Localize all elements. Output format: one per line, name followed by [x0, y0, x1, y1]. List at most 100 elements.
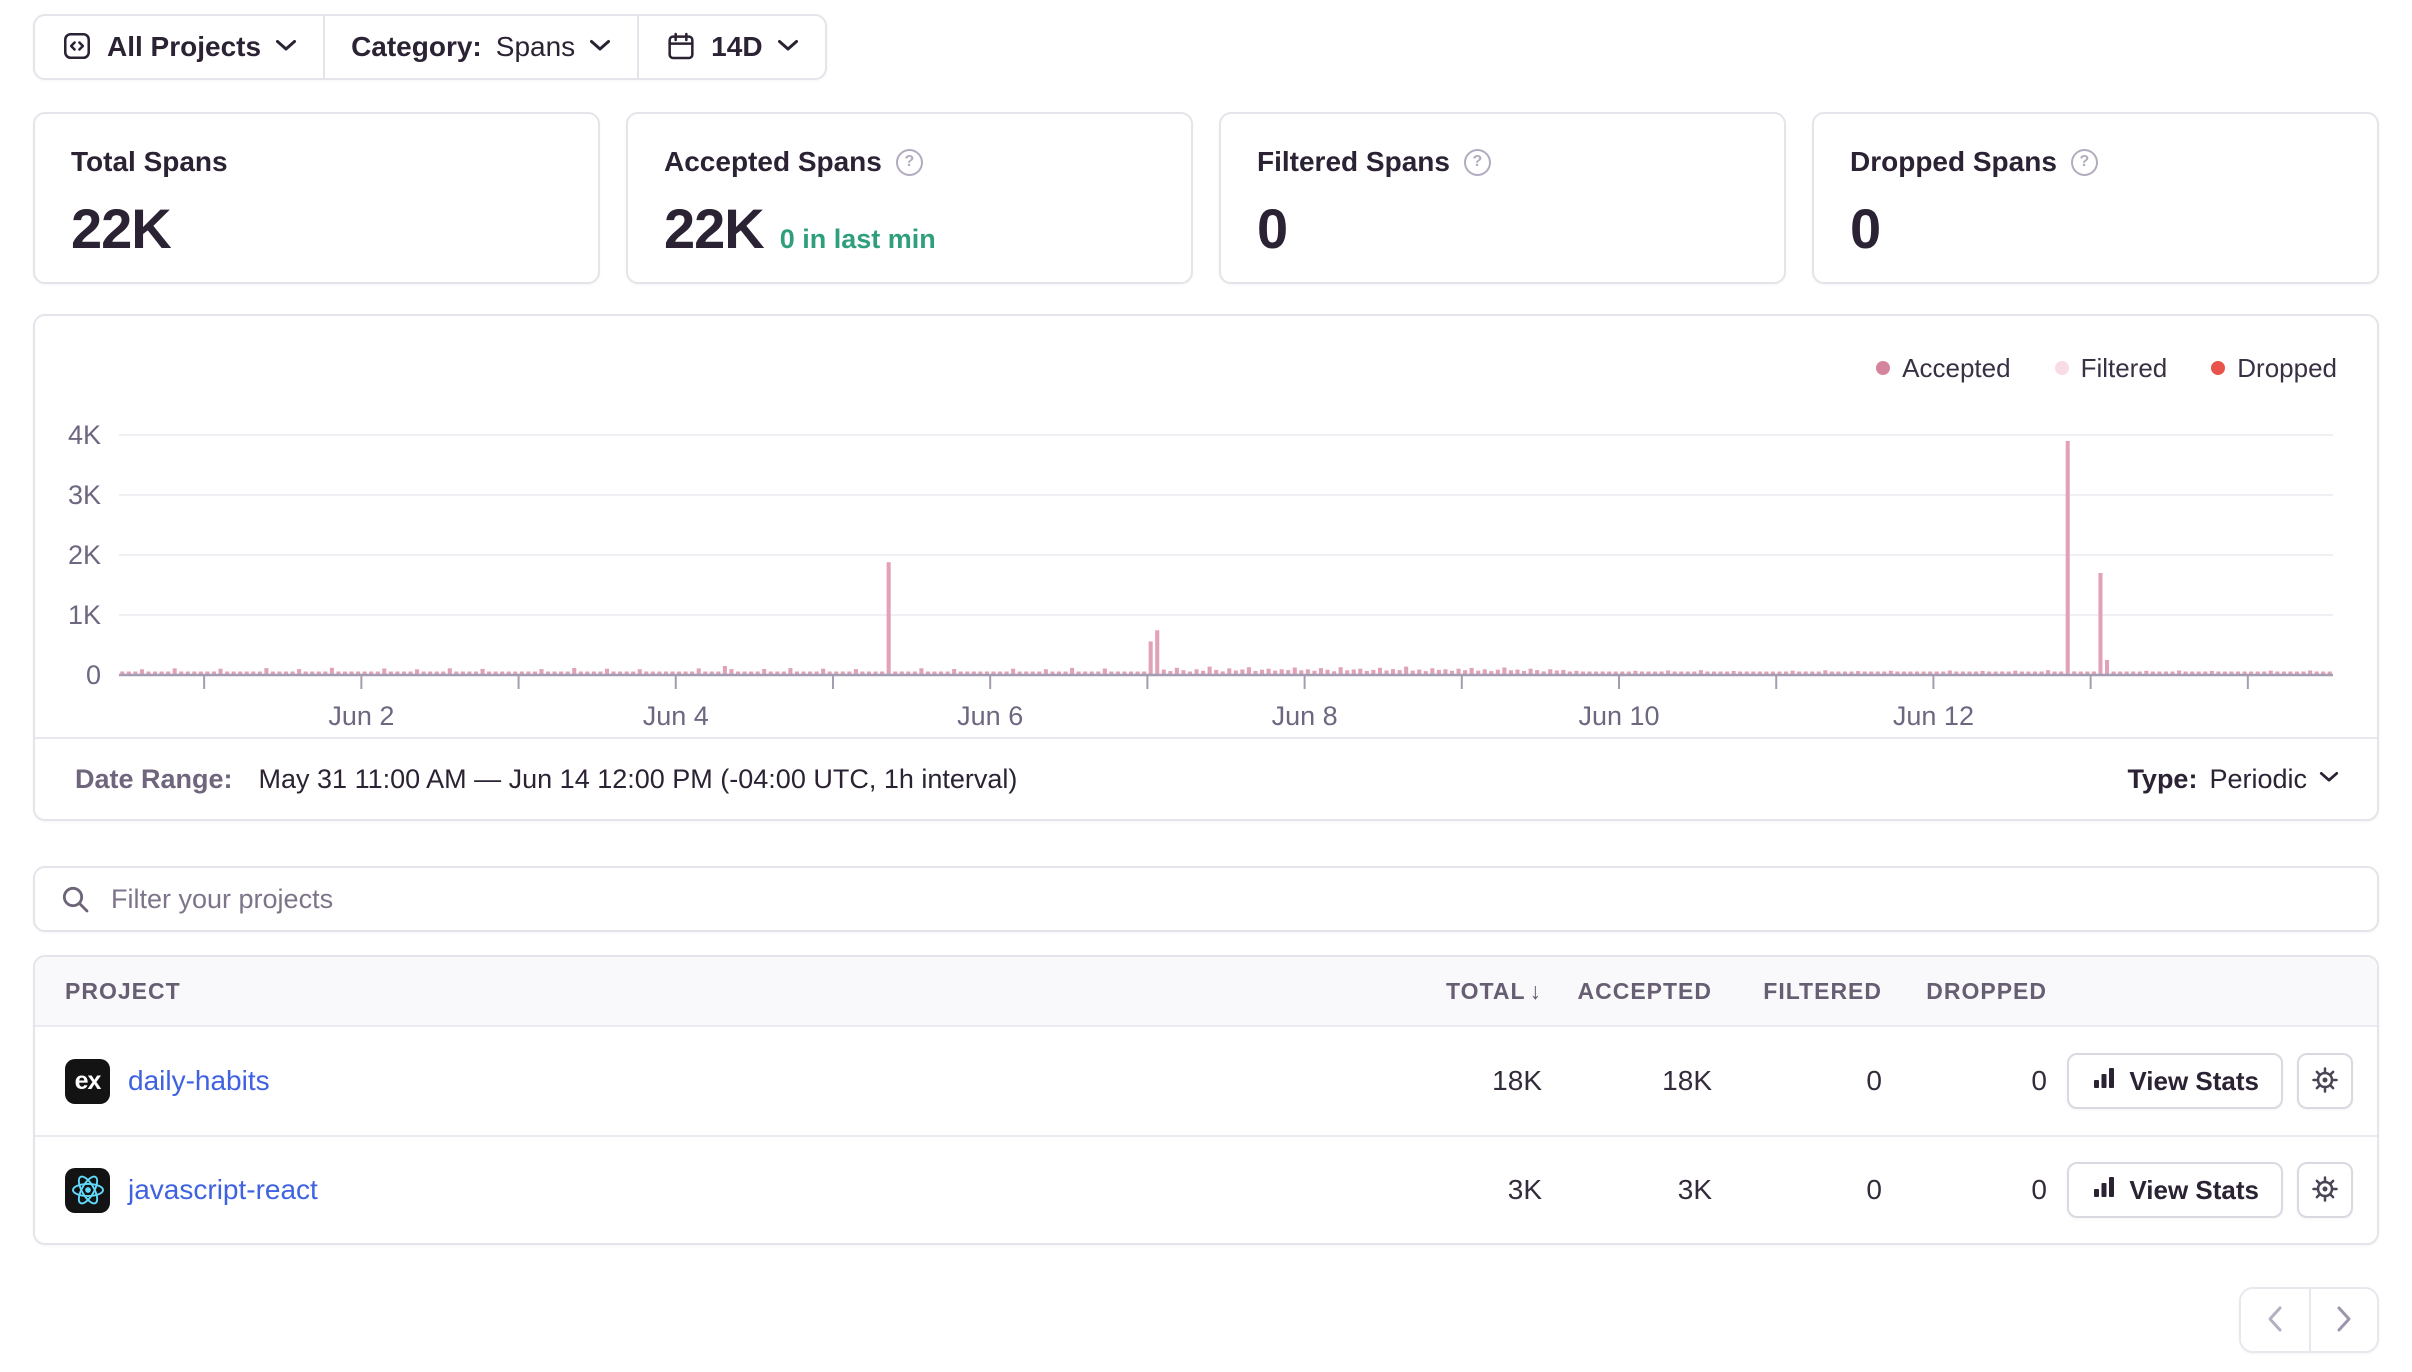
total-cell: 3K: [1507, 1174, 1542, 1205]
legend-label: Accepted: [1902, 352, 2011, 383]
table-row: javascript-react 3K 3K 0 0 View Stats: [35, 1135, 2377, 1243]
chart-legend: Accepted Filtered Dropped: [35, 316, 2377, 388]
card-title: Accepted Spans: [664, 146, 882, 177]
filter-toolbar: All Projects Category: Spans 14D: [33, 14, 827, 80]
card-title: Total Spans: [71, 146, 228, 177]
date-range-label: Date Range:: [75, 763, 233, 794]
live-count-text: 0 in last min: [779, 224, 936, 254]
filtered-spans-card: Filtered Spans ? 0: [1219, 112, 1786, 284]
project-settings-button[interactable]: [2297, 1162, 2353, 1218]
accepted-cell: 18K: [1662, 1065, 1712, 1096]
card-title: Filtered Spans: [1257, 146, 1450, 177]
total-spans-card: Total Spans 22K: [33, 112, 600, 284]
legend-item-accepted[interactable]: Accepted: [1876, 352, 2011, 384]
previous-page-button[interactable]: [2241, 1289, 2309, 1351]
stat-cards-row: Total Spans 22K Accepted Spans ? 22K 0 i…: [33, 112, 2379, 284]
accepted-spans-card: Accepted Spans ? 22K 0 in last min: [626, 112, 1193, 284]
card-value: 22K: [71, 197, 172, 260]
date-period-dropdown[interactable]: 14D: [639, 16, 824, 78]
view-stats-button[interactable]: View Stats: [2067, 1162, 2283, 1218]
accepted-cell: 3K: [1677, 1174, 1712, 1205]
gear-icon: [2310, 1174, 2340, 1207]
project-settings-button[interactable]: [2297, 1053, 2353, 1109]
svg-text:3K: 3K: [68, 480, 101, 510]
svg-text:Jun 12: Jun 12: [1893, 701, 1974, 731]
date-range-value: May 31 11:00 AM — Jun 14 12:00 PM (-04:0…: [258, 763, 1018, 794]
chart-footer: Date Range: May 31 11:00 AM — Jun 14 12:…: [35, 737, 2377, 819]
filtered-dot-icon: [2054, 361, 2069, 375]
calendar-icon: [665, 30, 697, 65]
filter-projects-input[interactable]: [33, 866, 2379, 932]
date-period-value: 14D: [711, 31, 763, 62]
svg-text:Jun 10: Jun 10: [1578, 701, 1659, 731]
help-icon[interactable]: ?: [1463, 148, 1491, 176]
card-title: Dropped Spans: [1850, 146, 2057, 177]
filtered-cell: 0: [1866, 1174, 1882, 1205]
chevron-down-icon: [589, 39, 611, 55]
dropped-spans-card: Dropped Spans ? 0: [1812, 112, 2379, 284]
gear-icon: [2310, 1065, 2340, 1098]
card-value: 0: [1257, 197, 1288, 260]
type-dropdown[interactable]: Type: Periodic: [2127, 764, 2339, 795]
chevron-down-icon: [2319, 770, 2339, 788]
sort-desc-icon: ↓: [1529, 977, 1542, 1004]
spans-chart-svg: 0 1K 2K 3K 4K Jun 2 Jun 4 Jun 6 Jun 8 Jun 10 Jun 1…: [68, 420, 2333, 731]
column-header-filtered[interactable]: FILTERED: [1763, 977, 1882, 1004]
column-header-accepted[interactable]: ACCEPTED: [1577, 977, 1712, 1004]
legend-item-dropped[interactable]: Dropped: [2211, 353, 2337, 384]
card-value: 22K: [664, 197, 765, 260]
total-cell: 18K: [1492, 1065, 1542, 1096]
usage-chart-card: Accepted Filtered Dropped 0 1K 2K 3K 4K Jun 2…: [33, 314, 2379, 821]
svg-text:Jun 4: Jun 4: [643, 701, 709, 731]
express-platform-icon: ex: [65, 1058, 110, 1104]
projects-icon: [61, 30, 93, 65]
dropped-cell: 0: [2031, 1174, 2047, 1205]
category-dropdown[interactable]: Category: Spans: [325, 16, 637, 78]
column-header-total[interactable]: TOTAL ↓: [1445, 977, 1542, 1004]
react-platform-icon: [65, 1167, 110, 1213]
table-header-row: PROJECT TOTAL ↓ ACCEPTED FILTERED DROPPED: [35, 957, 2377, 1027]
legend-label: Filtered: [2080, 352, 2168, 383]
legend-item-filtered[interactable]: Filtered: [2054, 352, 2168, 384]
svg-text:Jun 2: Jun 2: [328, 701, 394, 731]
table-row: ex daily-habits 18K 18K 0 0 View Stats: [35, 1027, 2377, 1135]
svg-text:1K: 1K: [68, 600, 101, 630]
help-icon[interactable]: ?: [895, 148, 923, 176]
help-icon[interactable]: ?: [2070, 148, 2098, 176]
category-label: Category:: [351, 31, 482, 62]
svg-text:Jun 8: Jun 8: [1272, 701, 1338, 731]
project-filter-dropdown[interactable]: All Projects: [35, 16, 323, 78]
chevron-left-icon: [2266, 1305, 2284, 1336]
accepted-dot-icon: [1876, 361, 1891, 375]
view-stats-button[interactable]: View Stats: [2067, 1053, 2283, 1109]
bar-chart-icon: [2091, 1065, 2117, 1098]
next-page-button[interactable]: [2309, 1289, 2377, 1351]
spans-bar-chart: 0 1K 2K 3K 4K Jun 2 Jun 4 Jun 6 Jun 8 Jun 10 Jun 1…: [35, 388, 2377, 737]
chevron-right-icon: [2335, 1305, 2353, 1336]
legend-label: Dropped: [2237, 352, 2337, 383]
type-label: Type:: [2127, 763, 2198, 794]
chevron-down-icon: [777, 39, 799, 55]
chevron-down-icon: [275, 39, 297, 55]
filtered-cell: 0: [1866, 1065, 1882, 1096]
svg-text:Jun 6: Jun 6: [957, 701, 1023, 731]
project-filter-wrap: [33, 866, 2379, 932]
category-value: Spans: [495, 31, 576, 62]
projects-table: PROJECT TOTAL ↓ ACCEPTED FILTERED DROPPED…: [33, 955, 2379, 1245]
pagination: [2239, 1287, 2379, 1353]
project-link[interactable]: daily-habits: [128, 1065, 270, 1096]
svg-text:0: 0: [86, 660, 101, 690]
project-link[interactable]: javascript-react: [128, 1174, 318, 1205]
toolbar-divider: [323, 16, 326, 78]
column-header-dropped[interactable]: DROPPED: [1926, 977, 2047, 1004]
svg-text:4K: 4K: [68, 420, 101, 450]
dropped-cell: 0: [2031, 1065, 2047, 1096]
dropped-dot-icon: [2211, 361, 2226, 375]
type-value: Periodic: [2209, 763, 2307, 794]
bar-chart-icon: [2091, 1174, 2117, 1207]
svg-text:2K: 2K: [68, 540, 101, 570]
card-value: 0: [1850, 197, 1881, 260]
column-header-project: PROJECT: [65, 977, 181, 1004]
toolbar-divider: [637, 16, 640, 78]
